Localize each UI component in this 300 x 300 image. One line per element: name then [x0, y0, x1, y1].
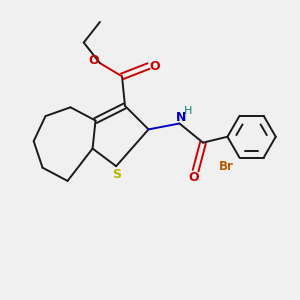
Text: N: N	[176, 110, 186, 124]
Text: O: O	[189, 172, 200, 184]
Text: Br: Br	[219, 160, 234, 173]
Text: S: S	[112, 168, 122, 181]
Text: H: H	[184, 106, 193, 116]
Text: O: O	[150, 60, 160, 73]
Text: O: O	[88, 54, 99, 67]
